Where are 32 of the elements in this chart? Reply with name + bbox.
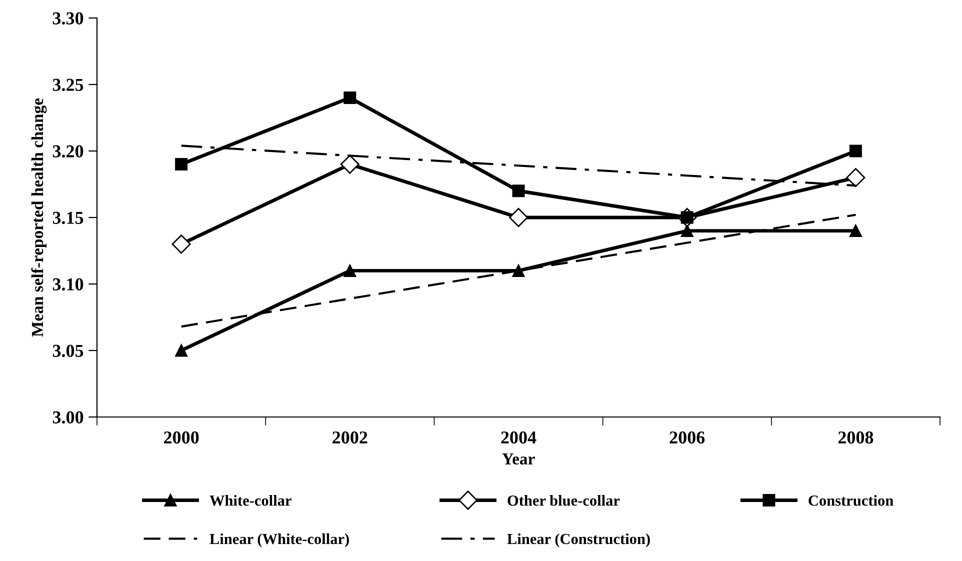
- point: [172, 234, 191, 254]
- y-tick-label: 3.15: [52, 212, 84, 224]
- point: [849, 144, 862, 158]
- y-tick-label: 3.05: [52, 344, 84, 358]
- point: [849, 224, 862, 238]
- point: [846, 168, 866, 188]
- x-tick-label: 2004: [501, 431, 536, 444]
- point: [512, 184, 525, 198]
- y-axis-title: Mean self-reported health change: [31, 98, 47, 337]
- legend-label: Linear (Construction): [507, 533, 650, 548]
- legend-label: Other blue-collar: [508, 495, 620, 506]
- y-tick-label: 3.00: [52, 411, 84, 424]
- x-tick-label: 2006: [670, 431, 705, 444]
- legend-label: Construction: [808, 495, 894, 506]
- y-tick-label: 3.10: [52, 278, 84, 291]
- point: [512, 264, 525, 277]
- point: [340, 154, 360, 174]
- point: [680, 224, 694, 238]
- x-tick-label: 2002: [332, 431, 368, 444]
- x-tick-label: 2000: [164, 431, 199, 444]
- x-axis-title: Year: [502, 453, 535, 465]
- y-tick-label: 3.30: [52, 12, 84, 25]
- x-tick-label: 2008: [838, 431, 874, 444]
- point: [344, 92, 356, 104]
- y-tick-label: 3.25: [52, 78, 84, 92]
- point: [175, 344, 188, 357]
- legend-label: White-collar: [210, 495, 292, 506]
- point: [508, 208, 528, 228]
- point: [175, 158, 188, 171]
- legend-label: Linear (White-collar): [210, 533, 349, 548]
- point: [344, 264, 356, 277]
- y-tick-label: 3.20: [52, 145, 84, 158]
